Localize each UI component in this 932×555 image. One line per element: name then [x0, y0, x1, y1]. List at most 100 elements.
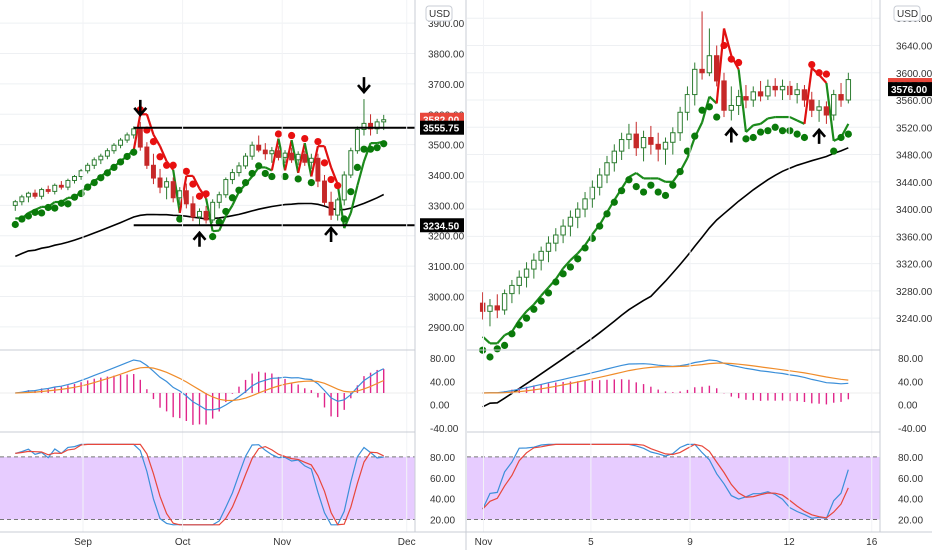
left-candle-body	[78, 170, 84, 178]
right-sar-dot	[786, 127, 794, 135]
left-candle-body	[256, 144, 262, 151]
left-sar-dot	[11, 220, 19, 229]
left-sar-dot	[248, 169, 256, 178]
left-sar-dot	[366, 145, 375, 153]
left-price-tag	[420, 120, 464, 135]
left-y-tick-label: 3000.00	[428, 292, 465, 303]
right-candle-body	[553, 234, 559, 244]
left-sar-dot	[116, 158, 125, 166]
right-candle-body	[655, 143, 661, 150]
axis-labels: 2900.00 3000.00 3100.00 3200.00 3300.00 3400.…	[74, 5, 932, 548]
left-supertrend-segment	[297, 142, 306, 174]
right-y-tick-label: 3400.00	[896, 205, 932, 216]
right-candle-body	[509, 284, 515, 295]
right-sar-dot	[720, 41, 728, 50]
right-candle-body	[757, 91, 764, 97]
left-sar-dot	[202, 190, 210, 198]
right-sar-dot	[647, 181, 655, 189]
left-sar-dot	[70, 193, 79, 201]
left-sar-dot	[123, 152, 131, 161]
right-supertrend-segment	[525, 303, 535, 313]
left-sar-dot	[195, 192, 204, 200]
left-macd-tick-label: 40.00	[430, 377, 455, 388]
left-candle-body	[111, 144, 117, 152]
left-supertrend-segment	[283, 139, 293, 171]
right-sar-dot	[800, 133, 809, 142]
right-candle-body	[735, 96, 742, 106]
right-supertrend-segment	[818, 74, 828, 84]
right-supertrend-segment	[540, 286, 550, 297]
left-supertrend-segment	[264, 166, 273, 172]
left-candle-body	[381, 119, 387, 123]
left-y-tick-label: 3100.00	[428, 262, 465, 273]
left-signal-line	[15, 366, 384, 402]
right-stoch-k-line	[482, 443, 849, 519]
left-candle-body	[197, 210, 202, 218]
right-macd-tick-label: -40.00	[898, 424, 927, 435]
right-y-tick-label: 3480.00	[896, 151, 932, 162]
right-candle-body	[567, 216, 574, 227]
left-sar-dot	[301, 134, 309, 143]
left-candle-body	[157, 177, 163, 188]
right-supertrend-segment	[745, 124, 755, 133]
left-sar-dot	[44, 203, 52, 212]
left-supertrend-segment	[323, 145, 333, 168]
right-signal-line	[482, 362, 849, 394]
left-candle-body	[52, 184, 58, 192]
left-arrow-up-icon	[324, 225, 339, 242]
right-sar-dot	[742, 135, 750, 143]
right-candle-body	[831, 94, 837, 116]
left-candle-body	[335, 199, 341, 216]
left-candle-body	[72, 176, 77, 181]
right-stoch-band	[467, 456, 880, 520]
right-sar-dot	[756, 128, 765, 136]
right-supertrend-segment	[496, 334, 506, 345]
right-candle-body	[479, 302, 486, 312]
right-x-tick-label: 12	[784, 537, 796, 548]
right-sar-dot	[603, 210, 611, 218]
left-sar-dot	[380, 140, 388, 148]
right-candle-body	[545, 242, 552, 252]
right-macd-tick-label: 80.00	[898, 354, 923, 365]
right-moving-average-line	[482, 147, 849, 408]
right-x-tick-label: 9	[687, 537, 693, 548]
left-sar-dot	[169, 161, 177, 169]
right-candle-body	[801, 89, 808, 101]
left-sar-dot	[97, 174, 105, 182]
right-supertrend-segment	[701, 96, 711, 123]
left-candle-body	[262, 149, 268, 155]
left-sar-dot	[38, 209, 46, 217]
right-sar-dot	[500, 341, 509, 350]
right-candle-body	[494, 305, 500, 311]
left-sar-dot	[24, 212, 33, 220]
right-macd-tick-label: 0.00	[898, 401, 918, 412]
right-candle-body	[604, 162, 610, 176]
left-stoch-tick-label: 60.00	[430, 474, 455, 485]
right-supertrend-segment	[796, 119, 805, 125]
right-sar-dot	[530, 305, 538, 313]
right-candle-body	[750, 91, 756, 101]
right-sar-dot	[698, 106, 706, 114]
left-supertrend-segment	[349, 185, 359, 214]
right-sar-dot	[822, 70, 831, 78]
left-sar-dot	[327, 175, 335, 184]
right-sar-dot	[493, 345, 501, 353]
right-sar-dot	[669, 181, 677, 189]
left-sar-dot	[235, 186, 243, 194]
left-sar-dot	[281, 172, 289, 181]
right-supertrend-segment	[803, 67, 813, 125]
right-sar-dot	[581, 244, 589, 252]
right-supertrend-segment	[715, 28, 726, 104]
left-sar-dot	[307, 178, 315, 187]
right-currency-badge	[893, 5, 921, 22]
right-candle-body	[699, 68, 705, 74]
left-supertrend-segment	[212, 229, 220, 233]
left-y-tick-label: 3200.00	[428, 232, 465, 243]
right-supertrend-segment	[686, 137, 696, 159]
right-candle-body	[516, 276, 522, 286]
left-candle-body	[229, 172, 235, 181]
left-currency-label: USD	[429, 9, 450, 20]
left-sar-dot	[268, 172, 276, 181]
right-arrow-up-icon	[812, 127, 827, 144]
right-supertrend-segment	[825, 82, 835, 142]
